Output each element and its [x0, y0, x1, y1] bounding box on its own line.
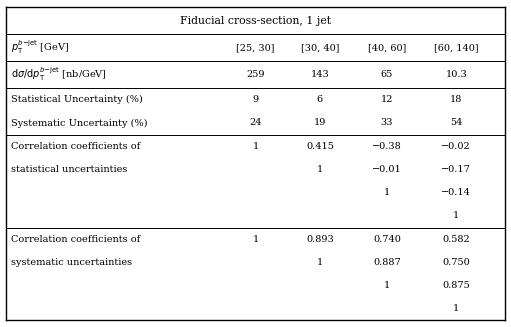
Text: 0.740: 0.740 [373, 235, 401, 244]
Text: Correlation coefficients of: Correlation coefficients of [11, 235, 141, 244]
Text: statistical uncertainties: statistical uncertainties [11, 165, 128, 174]
Text: 0.582: 0.582 [443, 235, 470, 244]
Text: −0.02: −0.02 [442, 142, 471, 151]
Text: [25, 30]: [25, 30] [236, 43, 275, 52]
Text: 143: 143 [311, 70, 329, 79]
Text: 10.3: 10.3 [446, 70, 467, 79]
Text: Systematic Uncertainty (%): Systematic Uncertainty (%) [11, 118, 148, 128]
Text: 0.750: 0.750 [443, 258, 470, 267]
Text: 1: 1 [384, 281, 390, 290]
Text: [40, 60]: [40, 60] [367, 43, 406, 52]
Text: 0.893: 0.893 [306, 235, 334, 244]
Text: −0.38: −0.38 [372, 142, 402, 151]
Text: 24: 24 [249, 118, 262, 128]
Text: 259: 259 [246, 70, 265, 79]
Text: 54: 54 [450, 118, 462, 128]
Text: 1: 1 [384, 188, 390, 197]
Text: −0.01: −0.01 [372, 165, 402, 174]
Text: 1: 1 [317, 258, 323, 267]
Text: 1: 1 [317, 165, 323, 174]
Text: 1: 1 [453, 212, 459, 220]
Text: 1: 1 [252, 142, 259, 151]
Text: −0.14: −0.14 [442, 188, 471, 197]
Text: [60, 140]: [60, 140] [434, 43, 479, 52]
Text: 6: 6 [317, 95, 323, 104]
Text: 18: 18 [450, 95, 462, 104]
Text: 0.887: 0.887 [373, 258, 401, 267]
Text: Statistical Uncertainty (%): Statistical Uncertainty (%) [11, 95, 143, 104]
Text: 12: 12 [381, 95, 393, 104]
Text: 0.415: 0.415 [306, 142, 334, 151]
Text: $p_\mathrm{T}^{b\mathrm{-jet}}$ [GeV]: $p_\mathrm{T}^{b\mathrm{-jet}}$ [GeV] [11, 39, 69, 56]
Text: 0.875: 0.875 [443, 281, 470, 290]
Text: Fiducial cross-section, 1 jet: Fiducial cross-section, 1 jet [180, 16, 331, 26]
Text: −0.17: −0.17 [442, 165, 471, 174]
Text: 9: 9 [252, 95, 259, 104]
Text: [30, 40]: [30, 40] [300, 43, 339, 52]
Text: 19: 19 [314, 118, 326, 128]
Text: 33: 33 [381, 118, 393, 128]
Text: 1: 1 [453, 304, 459, 313]
Text: Correlation coefficients of: Correlation coefficients of [11, 142, 141, 151]
Text: 1: 1 [252, 235, 259, 244]
Text: 65: 65 [381, 70, 393, 79]
Text: systematic uncertainties: systematic uncertainties [11, 258, 132, 267]
Text: $\mathrm{d}\sigma/\mathrm{d}p_\mathrm{T}^{b\mathrm{-jet}}$ [nb/GeV]: $\mathrm{d}\sigma/\mathrm{d}p_\mathrm{T}… [11, 65, 107, 83]
